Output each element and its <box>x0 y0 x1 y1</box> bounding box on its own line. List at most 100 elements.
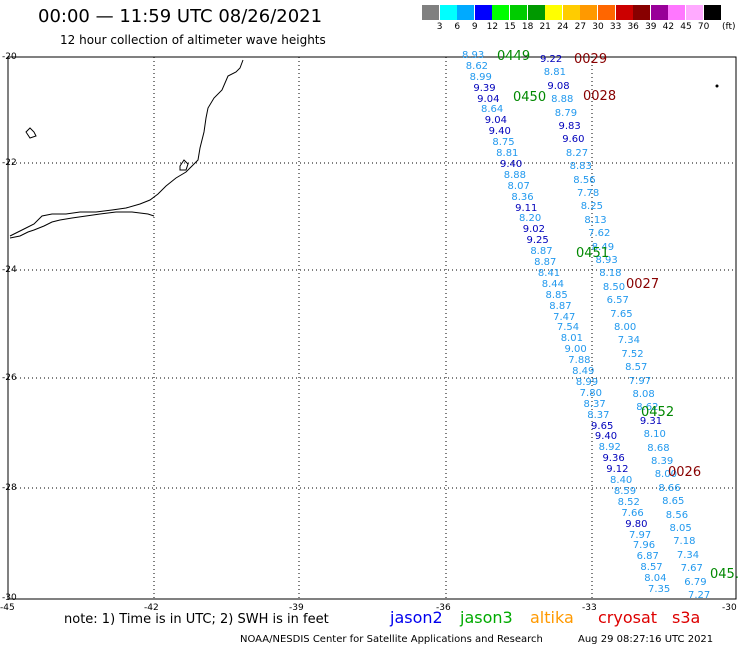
wave-height-value: 7.18 <box>673 536 696 548</box>
color-scale-tick: 12 <box>486 22 499 32</box>
wave-height-value: 8.99 <box>469 71 492 83</box>
satellite-legend-cryosat: cryosat <box>598 608 658 627</box>
wave-height-value: 7.34 <box>617 335 640 347</box>
wave-height-value: 8.59 <box>613 485 637 497</box>
wave-height-value: 9.02 <box>522 224 545 236</box>
color-scale-swatch <box>492 5 510 20</box>
color-scale-tick: 15 <box>504 22 516 32</box>
coastline <box>9 59 244 237</box>
wave-height-value: 8.65 <box>662 496 685 508</box>
wave-height-value: 9.22 <box>540 54 563 65</box>
lon-label: -45 <box>0 603 15 613</box>
wave-height-value: 8.37 <box>587 409 610 421</box>
color-scale-swatch <box>562 5 580 20</box>
satellite-legend-jason3: jason3 <box>460 608 513 627</box>
wave-height-value: 9.04 <box>477 93 500 105</box>
color-scale-tick: 3 <box>436 22 443 32</box>
wave-height-value: 8.81 <box>543 67 566 79</box>
wave-height-value: 9.65 <box>591 420 614 432</box>
wave-height-value: 7.62 <box>588 228 611 240</box>
wave-height-value: 8.49 <box>572 366 595 378</box>
wave-height-value: 9.40 <box>488 126 511 138</box>
wave-height-value: 8.56 <box>573 174 596 186</box>
credit-line: NOAA/NESDIS Center for Satellite Applica… <box>240 634 543 645</box>
color-scale-tick: 6 <box>454 22 461 32</box>
map-frame <box>7 56 737 600</box>
satellite-legend-jason2: jason2 <box>390 608 443 627</box>
lat-label: -28 <box>2 483 17 493</box>
wave-height-value: 8.88 <box>551 94 574 106</box>
wave-height-value: 8.41 <box>537 267 561 279</box>
coastline-bay <box>9 211 155 239</box>
lon-label: -42 <box>144 603 159 613</box>
wave-height-value: 8.20 <box>518 213 542 225</box>
color-scale-tick: 21 <box>539 22 551 32</box>
wave-height-value: 8.36 <box>511 191 534 203</box>
page-subtitle: 12 hour collection of altimeter wave hei… <box>60 33 326 47</box>
wave-height-value: 8.79 <box>554 107 578 119</box>
wave-height-value: 8.04 <box>644 573 667 585</box>
wave-height-value: 8.01 <box>560 333 583 345</box>
wave-height-value: 9.36 <box>602 453 625 465</box>
color-scale-swatch <box>474 5 492 20</box>
color-scale-swatch <box>686 5 703 20</box>
wave-height-value: 7.47 <box>553 311 576 323</box>
wave-height-value: 8.25 <box>580 201 603 213</box>
lon-label: -30 <box>722 603 737 613</box>
color-scale-swatch <box>457 5 475 20</box>
pass-label: 0449 <box>497 49 531 64</box>
wave-height-value: 8.18 <box>599 268 622 280</box>
color-scale-tick: 36 <box>627 22 639 32</box>
color-scale-swatch <box>439 5 457 20</box>
color-scale-tick: 18 <box>521 22 534 32</box>
wave-height-value: 8.87 <box>534 257 557 269</box>
wave-height-value: 8.81 <box>496 148 519 160</box>
color-scale-swatch <box>510 5 527 20</box>
wave-height-value: 8.62 <box>465 60 489 72</box>
lat-label: -22 <box>2 158 17 168</box>
map-graticule <box>8 57 736 599</box>
island <box>179 159 189 171</box>
color-scale-tick: 24 <box>557 22 569 32</box>
pass-label: 0450 <box>513 90 547 105</box>
color-scale-tick: 70 <box>697 22 710 32</box>
wave-height-value: 8.49 <box>591 241 615 253</box>
footer-note: note: 1) Time is in UTC; 2) SWH is in fe… <box>64 612 329 627</box>
pass-label: 0452 <box>641 405 675 420</box>
wave-height-value: 8.56 <box>665 509 689 521</box>
wave-height-value: 6.87 <box>636 551 659 563</box>
wave-height-value: 8.93 <box>595 255 618 266</box>
wave-height-value: 8.68 <box>647 442 670 454</box>
wave-height-value: 7.27 <box>688 590 711 601</box>
lat-label: -26 <box>2 373 17 383</box>
wave-height-value: 7.35 <box>648 584 671 595</box>
wave-height-value: 8.00 <box>614 322 637 333</box>
wave-height-value: 8.92 <box>598 442 621 454</box>
wave-height-value: 7.66 <box>621 507 644 519</box>
wave-height-value: 8.10 <box>643 429 666 441</box>
wave-height-value: 8.88 <box>503 169 527 181</box>
wave-height-value: 7.96 <box>632 540 656 552</box>
color-scale-swatch <box>598 5 615 20</box>
wave-height-value: 7.54 <box>556 322 580 334</box>
wave-height-value: 7.52 <box>621 348 644 360</box>
wave-height-value: 9.60 <box>562 134 585 146</box>
lat-label: -30 <box>2 593 17 603</box>
wave-height-value: 9.04 <box>484 115 508 127</box>
wave-height-value: 7.78 <box>577 188 600 199</box>
wave-height-value: 8.52 <box>617 496 640 508</box>
wave-height-value: 8.50 <box>602 281 626 293</box>
wave-height-value: 8.00 <box>654 469 677 481</box>
wave-height-value: 8.39 <box>651 456 674 467</box>
satellite-legend-s3a: s3a <box>672 608 701 627</box>
lat-label: -20 <box>2 52 17 62</box>
wave-height-value: 7.97 <box>628 375 652 387</box>
color-scale-tick: 39 <box>645 22 657 32</box>
wave-height-value: 8.83 <box>569 161 592 173</box>
marker-dot <box>715 84 719 88</box>
color-scale-swatch <box>668 5 686 20</box>
wave-height-value: 9.40 <box>499 158 523 170</box>
lon-label: -36 <box>436 603 451 613</box>
wave-height-value: 7.67 <box>680 563 703 575</box>
